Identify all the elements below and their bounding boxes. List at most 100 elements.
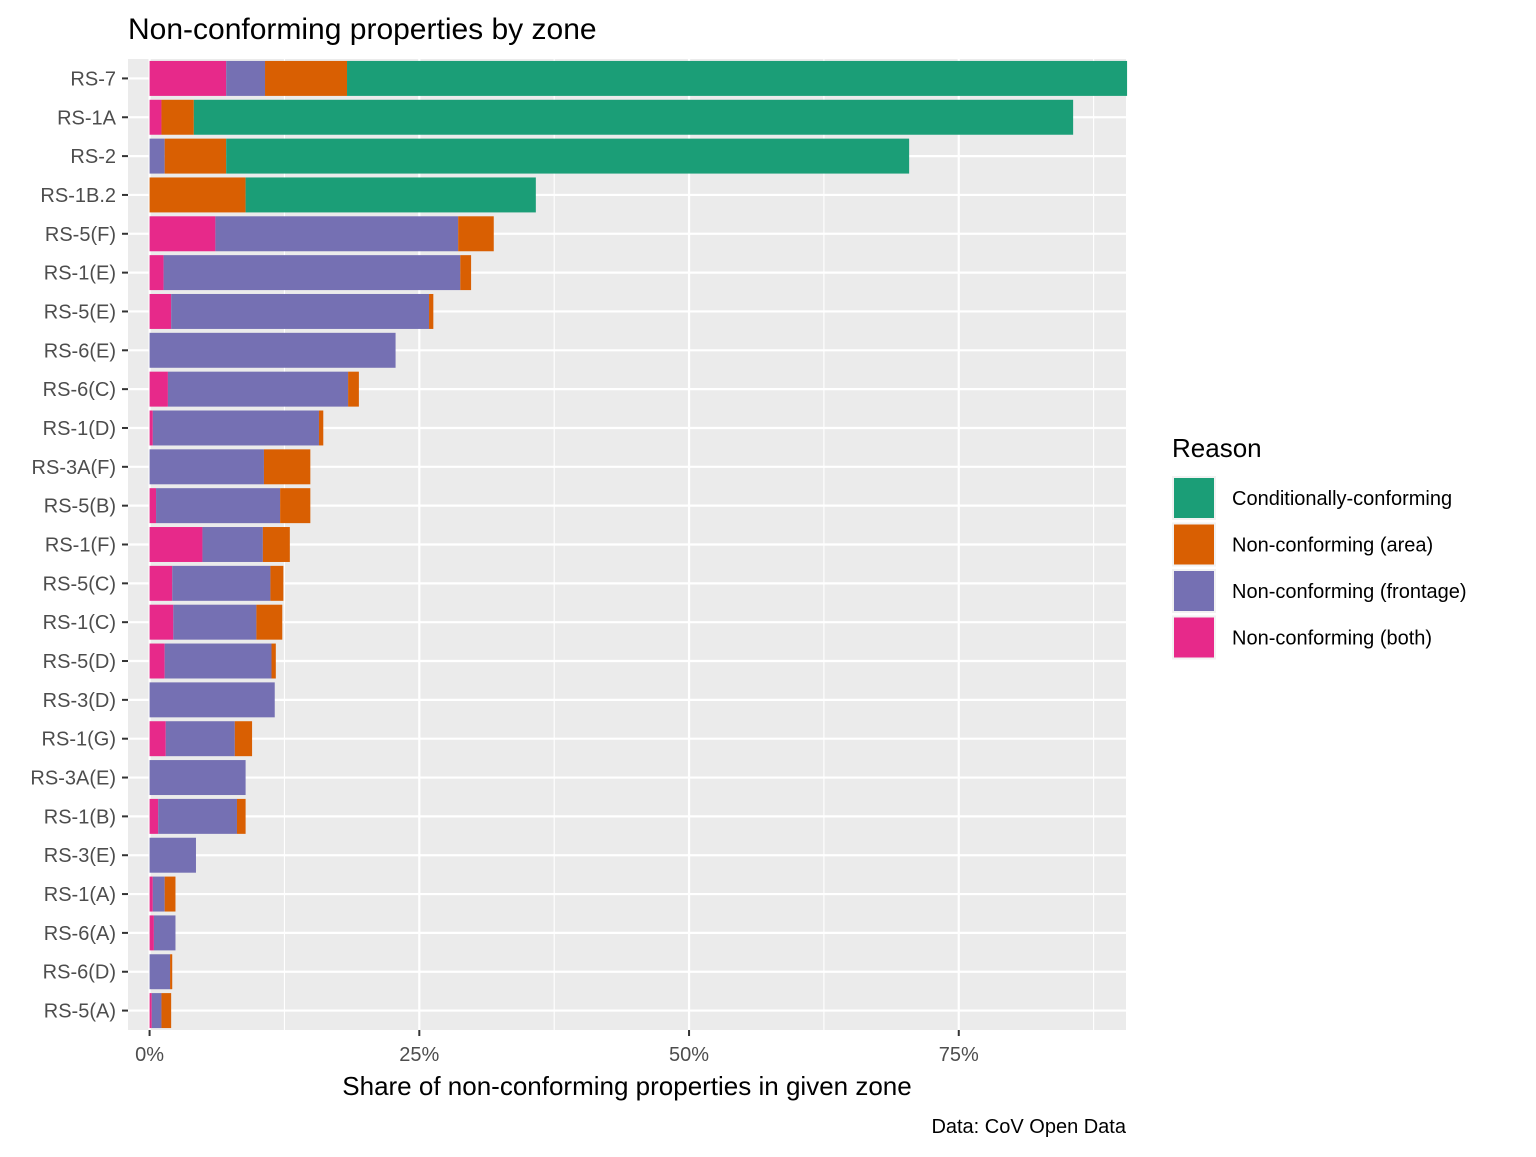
bar-segment (165, 721, 235, 757)
bar-segment (149, 60, 227, 96)
bar-segment (149, 604, 174, 640)
bar-segment (234, 721, 253, 757)
bar-segment (149, 760, 246, 796)
bar-segment (158, 798, 237, 834)
bar-segment (164, 876, 176, 912)
bar-segment (149, 177, 246, 213)
legend-swatch (1174, 478, 1214, 518)
bar-segment (271, 643, 276, 679)
y-tick-label: RS-6(D) (43, 962, 116, 984)
y-tick-label: RS-1(E) (44, 263, 116, 285)
y-tick-label: RS-5(C) (43, 573, 116, 595)
bar-segment (193, 99, 1074, 135)
bar-segment (458, 216, 494, 252)
y-tick-label: RS-1(G) (42, 729, 116, 751)
bar-segment (161, 993, 172, 1029)
y-tick-label: RS-3(E) (44, 845, 116, 867)
bar-segment (149, 993, 152, 1029)
legend-label: Non-conforming (both) (1232, 628, 1432, 650)
legend-swatch (1174, 617, 1214, 658)
bar-segment (236, 798, 246, 834)
bar-segment (171, 293, 430, 329)
y-tick-label: RS-1(F) (45, 535, 116, 557)
bar-segment (149, 410, 153, 446)
legend-label: Non-conforming (frontage) (1232, 581, 1467, 603)
bar-segment (226, 60, 266, 96)
y-tick-label: RS-5(D) (43, 651, 116, 673)
bar-segment (161, 99, 194, 135)
bar-segment (149, 682, 275, 718)
legend-swatch (1174, 571, 1214, 611)
bar-segment (245, 177, 536, 213)
bar-segment (262, 527, 290, 562)
bar-segment (149, 449, 264, 485)
bar-segment (149, 798, 159, 834)
bar-segment (170, 954, 173, 990)
bar-segment (149, 876, 153, 912)
y-tick-label: RS-6(A) (44, 923, 116, 945)
bar-segment (280, 488, 311, 524)
bar-segment (167, 371, 349, 407)
bar-segment (202, 527, 263, 562)
bar-segment (149, 138, 165, 174)
y-tick-label: RS-1(A) (44, 884, 116, 906)
bar-segment (149, 721, 166, 757)
bars-layer (149, 60, 1128, 1029)
x-axis: 0% 25% 50% 75% (135, 1030, 979, 1066)
bar-segment (164, 643, 272, 679)
bar-segment (270, 565, 284, 601)
bar-segment (149, 837, 196, 873)
chart-title: Non-conforming properties by zone (128, 13, 597, 46)
bar-segment (149, 332, 396, 368)
y-tick-label: RS-1B.2 (40, 185, 116, 207)
bar-segment (173, 604, 257, 640)
y-tick-label: RS-1(D) (43, 418, 116, 440)
bar-segment (163, 255, 461, 291)
legend-label: Non-conforming (area) (1232, 535, 1433, 557)
y-tick-label: RS-1(B) (44, 806, 116, 828)
bar-segment (347, 60, 1128, 96)
bar-segment (172, 565, 271, 601)
bar-segment (149, 371, 168, 407)
bar-segment (265, 60, 348, 96)
legend: Reason Conditionally-conforming Non-confo… (1172, 433, 1467, 660)
x-tick-label: 75% (939, 1044, 979, 1066)
bar-segment (149, 954, 171, 990)
y-tick-label: RS-1A (57, 107, 117, 129)
bar-segment (152, 876, 165, 912)
y-tick-label: RS-2 (70, 146, 116, 168)
y-tick-label: RS-6(E) (44, 340, 116, 362)
y-tick-label: RS-1(C) (43, 612, 116, 634)
legend-swatch (1174, 524, 1214, 565)
bar-segment (149, 99, 162, 135)
bar-segment (460, 255, 472, 291)
bar-segment (153, 915, 176, 951)
bar-segment (226, 138, 910, 174)
bar-segment (429, 293, 434, 329)
bar-segment (149, 527, 203, 562)
y-tick-label: RS-5(F) (45, 224, 116, 246)
y-tick-label: RS-3A(E) (30, 768, 116, 790)
bar-segment (149, 915, 154, 951)
legend-label: Conditionally-conforming (1232, 488, 1452, 510)
bar-segment (149, 488, 157, 524)
y-tick-label: RS-3A(F) (32, 457, 116, 479)
y-tick-label: RS-5(A) (44, 1001, 116, 1023)
bar-segment (151, 993, 162, 1029)
y-tick-label: RS-5(E) (44, 301, 116, 323)
bar-segment (263, 449, 311, 485)
y-tick-label: RS-5(B) (44, 496, 116, 518)
bar-segment (149, 293, 172, 329)
bar-segment (149, 643, 165, 679)
legend-title: Reason (1172, 433, 1262, 463)
bar-segment (149, 216, 216, 252)
bar-segment (348, 371, 359, 407)
x-tick-label: 50% (669, 1044, 709, 1066)
y-tick-label: RS-7 (70, 68, 116, 90)
x-tick-label: 25% (399, 1044, 439, 1066)
y-axis: RS-7 RS-1A RS-2 RS-1B.2 RS-5(F) RS-1(E) RS-5(E… (30, 68, 128, 1023)
y-tick-label: RS-3(D) (43, 690, 116, 712)
bar-segment (164, 138, 227, 174)
